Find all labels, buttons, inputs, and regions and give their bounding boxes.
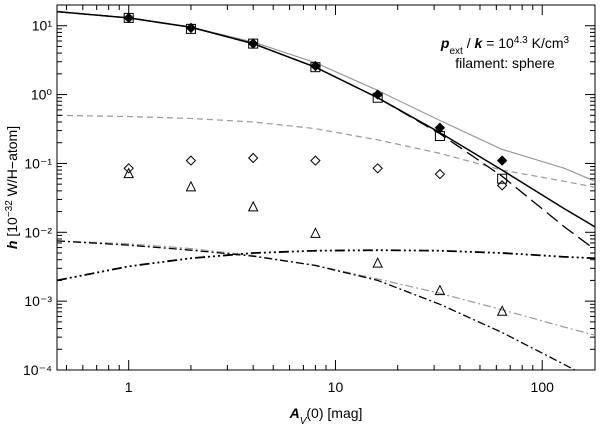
- annotation: pext / k = 104.3 K/cm3: [440, 35, 570, 57]
- square-marker: [185, 23, 196, 34]
- x-tick-label: 1: [125, 379, 133, 395]
- y-tick-label: 10⁻³: [24, 293, 52, 309]
- diamond-marker: [247, 152, 259, 164]
- x-axis-label: AV(0) [mag]: [289, 405, 363, 427]
- line: [57, 10, 595, 228]
- triangle-marker: [434, 284, 446, 296]
- line: [57, 240, 595, 336]
- square-marker: [434, 131, 445, 142]
- square-marker: [310, 62, 321, 73]
- y-tick-label: 10⁻²: [24, 224, 52, 240]
- diamond-marker: [372, 163, 383, 174]
- annotation-part: K/cm: [528, 35, 564, 51]
- triangle-marker: [372, 257, 383, 268]
- y-axis-label: h [10−32 W/H−atom]: [4, 126, 21, 249]
- triangle-marker: [247, 200, 259, 212]
- annotation-part: 4.3: [514, 35, 528, 46]
- triangle-marker: [496, 305, 508, 316]
- diamond-marker: [247, 38, 259, 49]
- annotation: filament: sphere: [455, 55, 555, 71]
- square-marker: [497, 173, 508, 184]
- triangle-marker: [310, 227, 321, 238]
- diamond-marker: [496, 155, 508, 166]
- x-axis-label-part: A: [289, 405, 300, 421]
- y-axis-label-part: W/H−atom]: [4, 126, 20, 200]
- line: [57, 11, 595, 251]
- y-axis-label-part: [10: [4, 217, 20, 241]
- square-marker: [248, 38, 259, 49]
- triangle-marker: [123, 167, 135, 179]
- y-tick-label: 10¹: [32, 18, 53, 34]
- triangle-marker: [185, 180, 197, 192]
- y-tick-label: 10⁻¹: [24, 155, 52, 171]
- y-tick-label: 10⁻⁴: [23, 362, 52, 378]
- annotation-part: 3: [564, 35, 570, 46]
- diamond-marker: [310, 155, 321, 166]
- line: [57, 249, 595, 282]
- annotation-part: filament: sphere: [455, 55, 555, 71]
- annotation-part: k: [475, 35, 484, 51]
- line: [57, 114, 595, 188]
- square-marker: [372, 92, 383, 103]
- x-axis-label-part: (0) [mag]: [306, 405, 362, 421]
- x-tick-label: 10: [328, 379, 344, 395]
- annotation-part: /: [463, 35, 475, 51]
- x-tick-label: 100: [531, 379, 555, 395]
- diamond-marker: [123, 163, 134, 174]
- diamond-marker: [185, 155, 197, 166]
- annotation-part: ext: [449, 46, 463, 57]
- line: [57, 240, 577, 370]
- annotation-part: p: [440, 35, 450, 51]
- annotation-part: = 10: [482, 35, 514, 51]
- y-tick-label: 10⁰: [31, 87, 53, 103]
- y-axis-label-part: h: [4, 241, 20, 250]
- diamond-marker: [434, 122, 446, 133]
- diamond-marker: [185, 22, 197, 34]
- y-axis-label-part: −32: [4, 200, 15, 217]
- diamond-marker: [434, 168, 446, 180]
- plot-area: [57, 10, 595, 370]
- diamond-marker: [496, 180, 508, 191]
- diamond-marker: [310, 60, 321, 72]
- x-axis-label-part: V: [300, 416, 308, 427]
